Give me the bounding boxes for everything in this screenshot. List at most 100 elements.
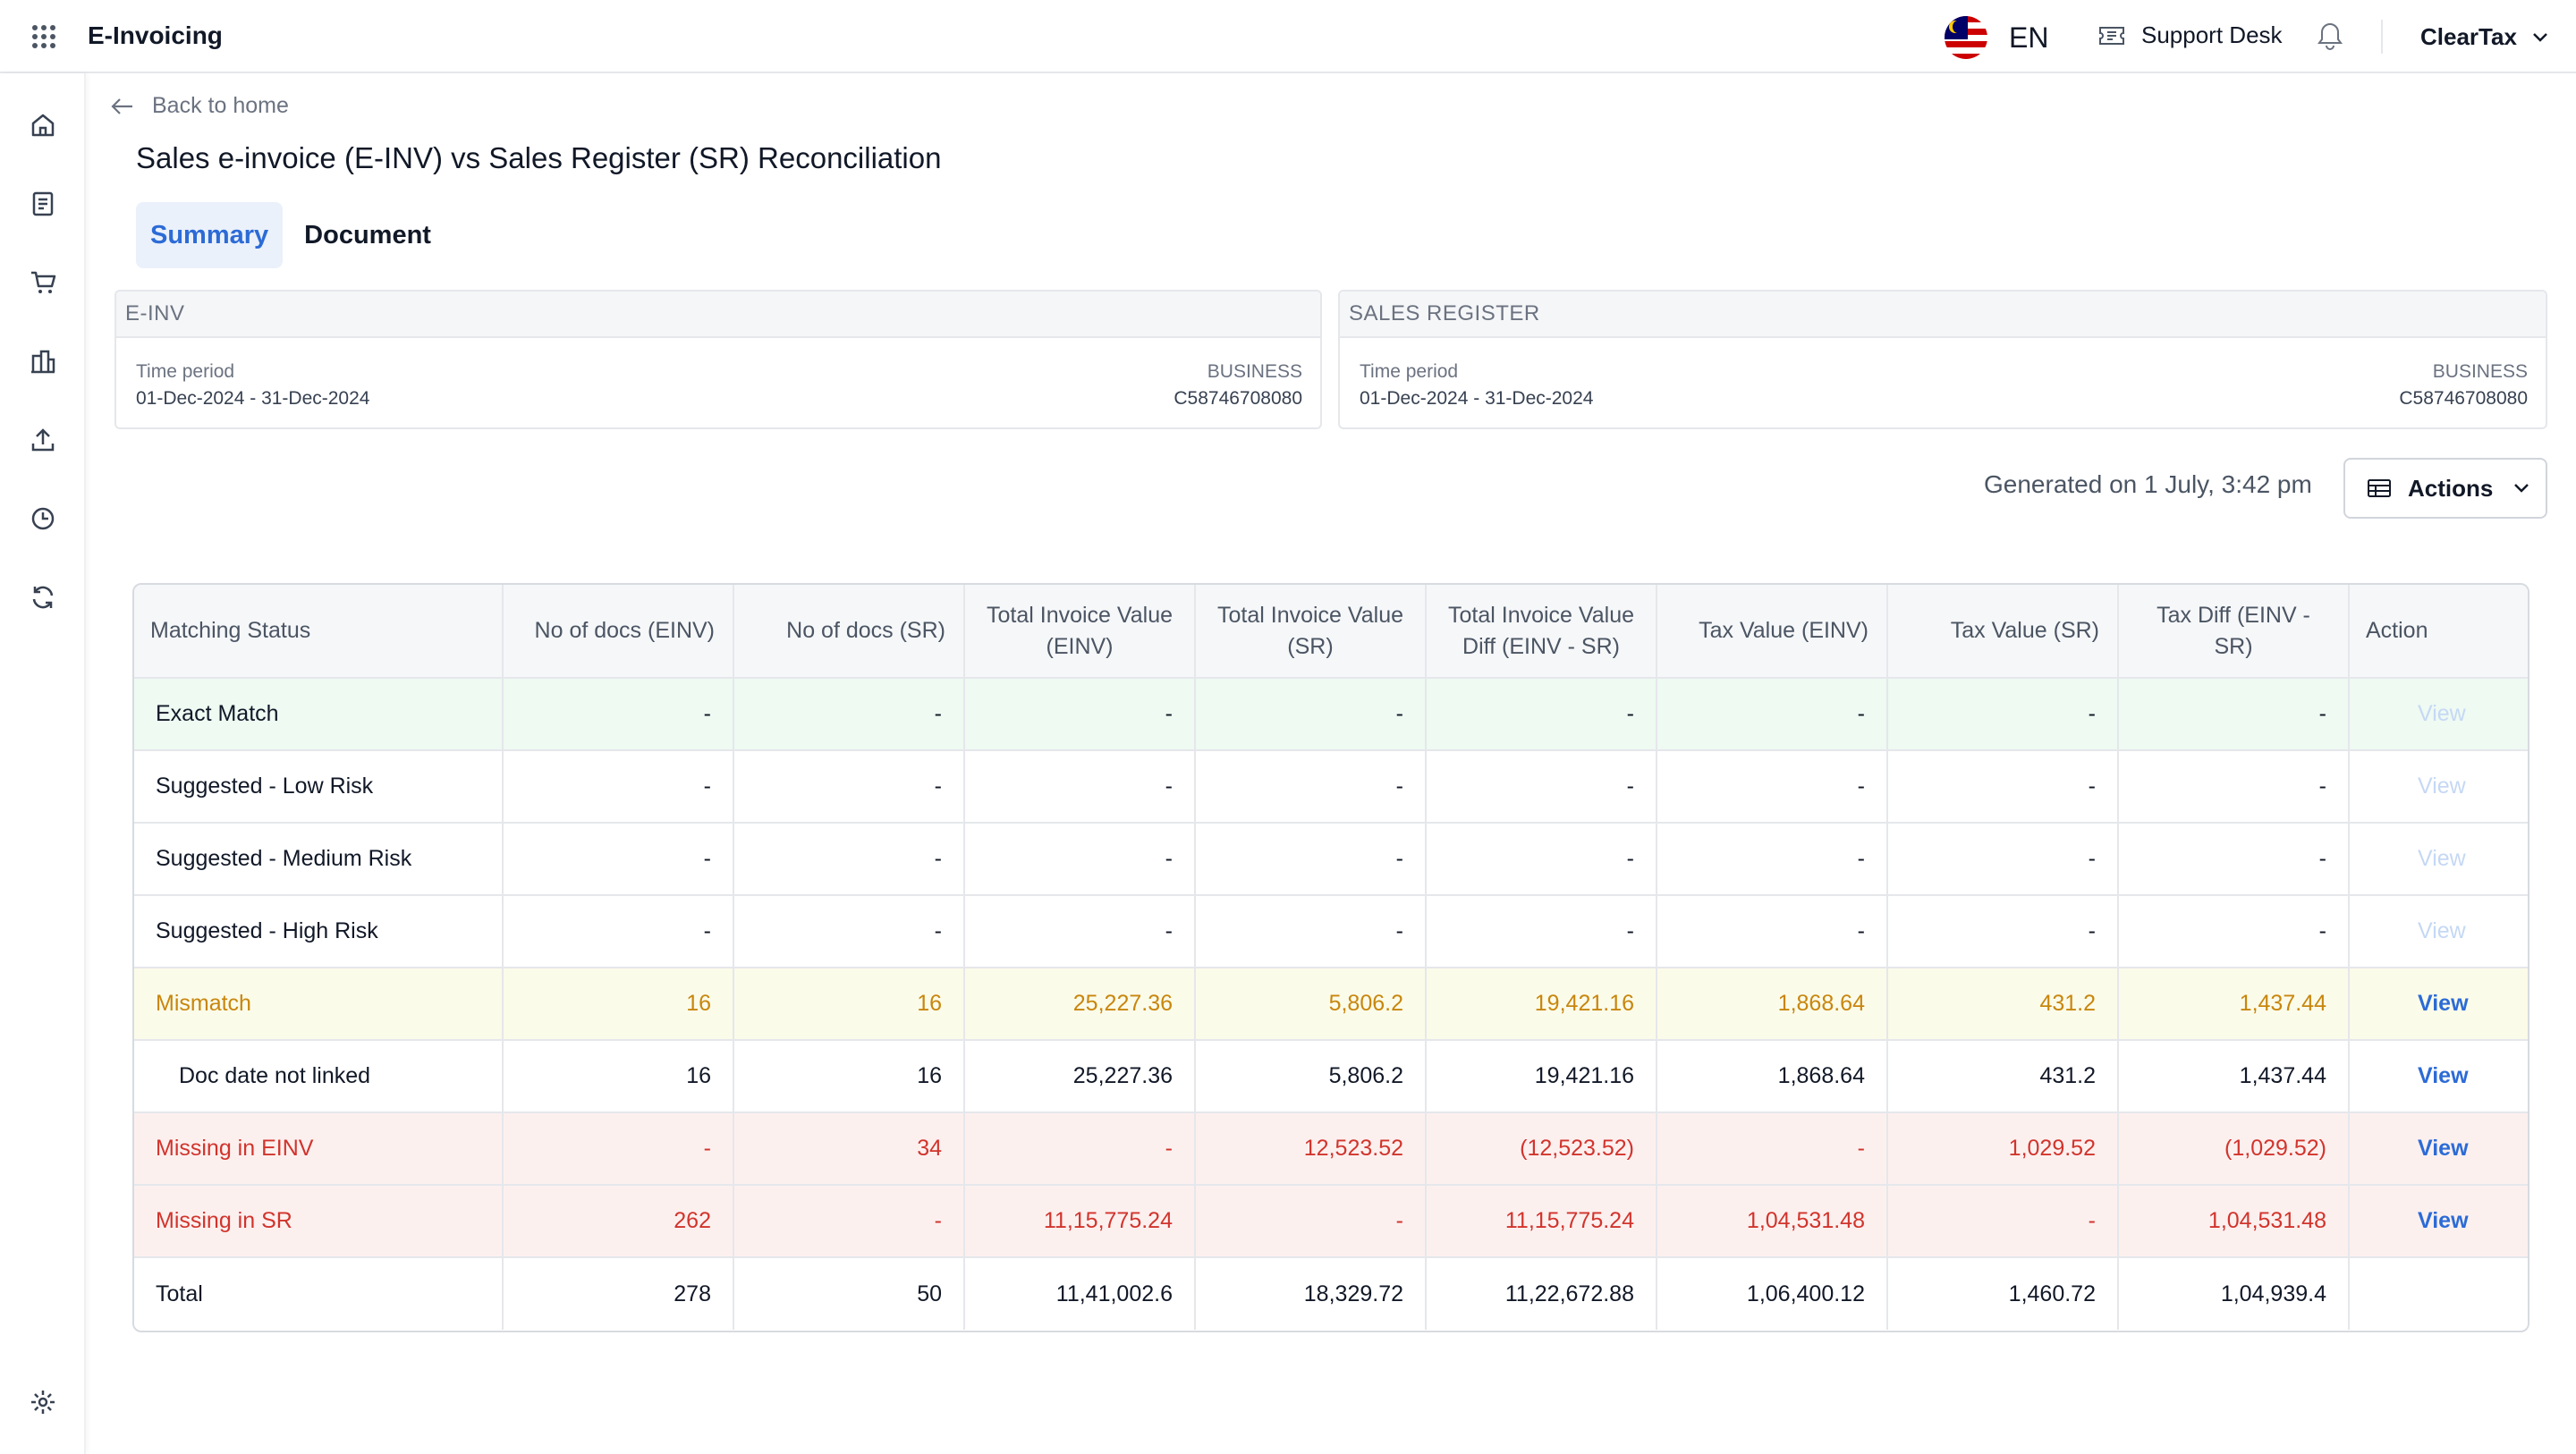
card-header: SALES REGISTER [1340,292,2546,338]
chevron-down-icon [2533,32,2547,42]
column-header: Total Invoice Value (EINV) [964,585,1196,679]
value-cell: - [2118,678,2350,751]
support-desk-label: Support Desk [2141,21,2283,48]
column-header: No of docs (EINV) [503,585,734,679]
value-cell: - [964,1112,1196,1186]
value-cell: - [1426,895,1657,968]
value-cell: - [964,823,1196,896]
value-cell: - [1887,1185,2119,1258]
value-cell: - [1657,823,1888,896]
value-cell: - [964,895,1196,968]
value-cell: - [503,678,734,751]
upload-icon[interactable] [29,426,57,454]
value-cell: 262 [503,1185,734,1258]
account-menu[interactable]: ClearTax [2420,23,2549,51]
tab-document[interactable]: Document [304,220,431,249]
business-value: C58746708080 [2399,388,2528,409]
value-cell: - [1887,750,2119,824]
value-cell: - [1657,750,1888,824]
actions-label: Actions [2408,474,2494,502]
language-label: EN [2009,21,2049,54]
table-row: Suggested - Low Risk - - - - - - - - View [134,750,2528,824]
value-cell: 12,523.52 [1195,1112,1427,1186]
value-cell: - [964,750,1196,824]
table-icon [2368,479,2391,497]
home-icon[interactable] [29,111,57,139]
value-cell: - [1426,823,1657,896]
settings-icon[interactable] [29,1388,57,1416]
value-cell: 1,460.72 [1887,1257,2119,1330]
value-cell: - [733,823,965,896]
value-cell: - [1195,895,1427,968]
einv-info-card: E-INV Time period 01-Dec-2024 - 31-Dec-2… [114,290,1322,429]
back-to-home-link[interactable]: Back to home [111,93,289,119]
divider [2381,20,2383,54]
value-cell: - [2118,823,2350,896]
value-cell: 50 [733,1257,965,1330]
refresh-icon[interactable] [29,583,57,612]
value-cell: 1,06,400.12 [1657,1257,1888,1330]
value-cell: - [1426,750,1657,824]
value-cell: 16 [503,968,734,1041]
language-selector[interactable]: EN [1945,16,2048,59]
value-cell: 16 [733,968,965,1041]
value-cell: 11,15,775.24 [964,1185,1196,1258]
value-cell: - [1426,678,1657,751]
value-cell: 1,04,531.48 [1657,1185,1888,1258]
action-cell [2349,1257,2528,1330]
business-value: C58746708080 [1174,388,1302,409]
value-cell: 19,421.16 [1426,1040,1657,1113]
value-cell: 431.2 [1887,1040,2119,1113]
value-cell: 11,22,672.88 [1426,1257,1657,1330]
value-cell: 34 [733,1112,965,1186]
value-cell: 1,437.44 [2118,968,2350,1041]
table-row: Missing in SR 262-11,15,775.24-11,15,775.… [134,1185,2528,1258]
buildings-icon[interactable] [29,347,57,376]
value-cell: - [733,1185,965,1258]
malaysia-flag-icon [1945,16,1987,59]
value-cell: - [733,678,965,751]
column-header: Action [2349,585,2528,679]
column-header: Total Invoice Value (SR) [1195,585,1427,679]
matching-status-cell: Missing in EINV [134,1112,504,1186]
support-desk-button[interactable]: Support Desk [2098,21,2283,49]
back-to-home-label: Back to home [152,93,289,118]
time-period-value: 01-Dec-2024 - 31-Dec-2024 [1360,388,1594,409]
business-label: BUSINESS [2432,361,2528,382]
value-cell: - [964,678,1196,751]
app-title: E-Invoicing [88,21,223,49]
apps-grid-icon[interactable] [32,25,55,48]
top-bar: E-Invoicing EN Support Desk ClearTax [0,0,2576,73]
value-cell: 1,868.64 [1657,1040,1888,1113]
page-title: Sales e-invoice (E-INV) vs Sales Registe… [136,141,942,174]
actions-dropdown-button[interactable]: Actions [2343,458,2547,519]
table-row: Total 278 50 11,41,002.6 18,329.72 11,22,672.… [134,1257,2528,1330]
value-cell: 18,329.72 [1195,1257,1427,1330]
view-link[interactable]: View [2349,1112,2528,1186]
view-link[interactable]: View [2349,968,2528,1041]
cart-icon[interactable] [29,268,57,297]
view-link[interactable]: View [2349,1185,2528,1258]
value-cell: - [1195,678,1427,751]
value-cell: - [503,895,734,968]
tab-summary[interactable]: Summary [136,202,284,268]
ticket-icon [2099,26,2124,45]
bell-icon[interactable] [2317,21,2343,52]
column-header: Tax Value (EINV) [1657,585,1888,679]
column-header: Total Invoice Value Diff (EINV - SR) [1426,585,1657,679]
value-cell: - [733,750,965,824]
table-header-row: Matching Status No of docs (EINV) No of … [134,585,2528,679]
table-row: Doc date not linked 16 16 25,227.36 5,806.2 1… [134,1040,2528,1113]
matching-status-cell: Suggested - Medium Risk [134,823,504,896]
value-cell: 1,04,531.48 [2118,1185,2350,1258]
matching-status-cell: Mismatch [134,968,504,1041]
matching-status-cell: Doc date not linked [134,1040,504,1113]
sidebar [0,73,86,1454]
value-cell: - [2118,895,2350,968]
matching-status-cell: Suggested - High Risk [134,895,504,968]
view-link[interactable]: View [2349,1040,2528,1113]
value-cell: 1,04,939.4 [2118,1257,2350,1330]
document-icon[interactable] [29,190,57,218]
value-cell: 5,806.2 [1195,968,1427,1041]
clock-icon[interactable] [29,504,57,533]
